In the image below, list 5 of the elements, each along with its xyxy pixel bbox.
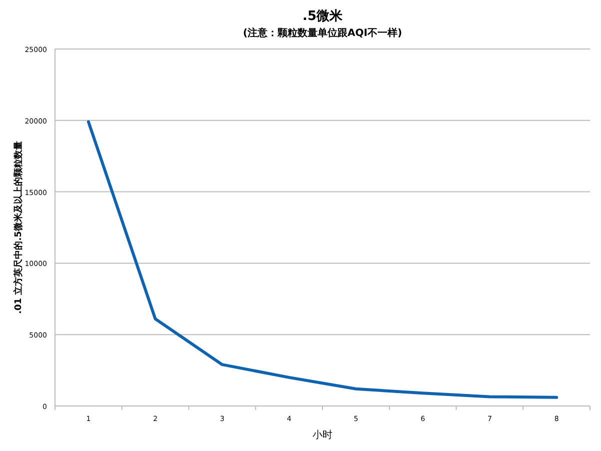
- y-axis-title: .01 立方英尺中的.5微米及以上的颗粒数量: [13, 141, 24, 314]
- line-series: [86, 120, 558, 399]
- chart-title: .5微米: [302, 9, 344, 24]
- chart-subtitle: (注意：颗粒数量单位跟AQI不一样): [242, 27, 402, 39]
- x-axis-title: 小时: [312, 429, 332, 441]
